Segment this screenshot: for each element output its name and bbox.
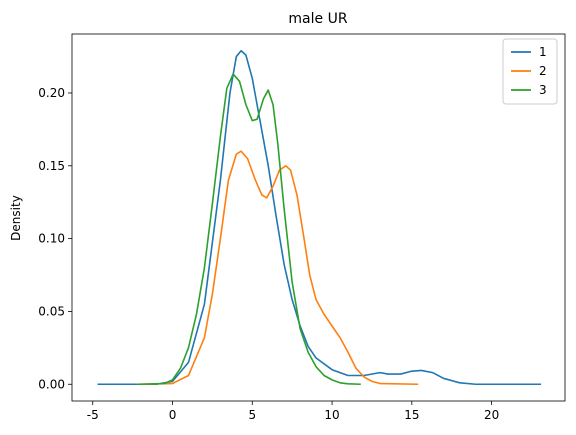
x-tick-label: 20 — [484, 408, 499, 422]
series-line-3 — [137, 73, 361, 386]
series-line-1 — [97, 49, 542, 386]
x-tick-label: 0 — [169, 408, 177, 422]
series-line-2 — [137, 150, 419, 386]
legend: 1 2 3 — [502, 38, 558, 105]
x-tick-label: 15 — [404, 408, 419, 422]
legend-label-2: 2 — [539, 64, 547, 78]
x-tick-label: 10 — [324, 408, 339, 422]
chart-title: male UR — [288, 11, 347, 27]
plot-area: -5 0 5 10 15 20 0.00 0.05 0.10 0.15 0.20 — [38, 33, 566, 422]
legend-label-3: 3 — [539, 83, 547, 97]
x-tick-label: 5 — [248, 408, 256, 422]
y-tick-label: 0.15 — [38, 159, 65, 173]
y-tick-label: 0.10 — [38, 232, 65, 246]
x-tick-label: -5 — [87, 408, 99, 422]
y-axis-label: Density — [9, 195, 23, 241]
y-tick-label: 0.00 — [38, 377, 65, 391]
axes-frame — [71, 33, 566, 402]
y-tick-label: 0.05 — [38, 304, 65, 318]
y-tick-label: 0.20 — [38, 86, 65, 100]
legend-label-1: 1 — [539, 45, 547, 59]
